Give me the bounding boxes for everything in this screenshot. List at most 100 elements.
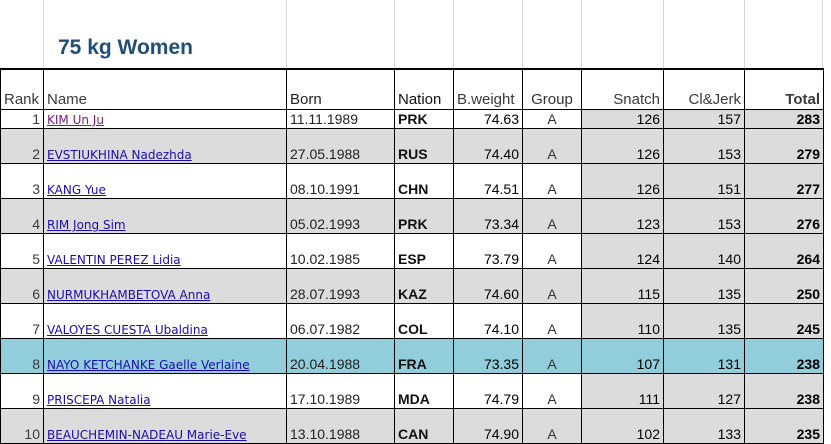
column-header-bweight[interactable]: B.weight	[453, 68, 523, 110]
cell-total[interactable]: 235	[744, 408, 824, 444]
column-header-group[interactable]: Group	[522, 68, 582, 110]
athlete-link[interactable]: BEAUCHEMIN-NADEAU Marie-Eve	[47, 428, 247, 442]
athlete-link[interactable]: RIM Jong Sim	[47, 218, 126, 232]
cell-name[interactable]: NAYO KETCHANKE Gaelle Verlaine	[43, 338, 287, 374]
cell-bweight[interactable]: 74.79	[453, 373, 523, 409]
cell-snatch[interactable]: 126	[581, 109, 664, 129]
column-header-rank[interactable]: Rank	[0, 68, 44, 110]
column-header-nation[interactable]: Nation	[394, 68, 454, 110]
cell-group[interactable]: A	[522, 109, 582, 129]
cell-rank[interactable]: 10	[0, 408, 44, 444]
cell-total[interactable]: 276	[744, 198, 824, 234]
cell-nation[interactable]: CAN	[394, 408, 454, 444]
cell-bweight[interactable]: 74.40	[453, 128, 523, 164]
cell-cljerk[interactable]: 127	[663, 373, 745, 409]
cell-bweight[interactable]: 74.10	[453, 303, 523, 339]
cell-born[interactable]: 05.02.1993	[286, 198, 395, 234]
column-header-total[interactable]: Total	[744, 68, 824, 110]
cell-group[interactable]: A	[522, 198, 582, 234]
cell-bweight[interactable]: 74.90	[453, 408, 523, 444]
cell-cljerk[interactable]: 135	[663, 303, 745, 339]
cell-total[interactable]: 250	[744, 268, 824, 304]
cell-rank[interactable]: 9	[0, 373, 44, 409]
cell-born[interactable]: 11.11.1989	[286, 109, 395, 129]
cell-bweight[interactable]: 74.51	[453, 163, 523, 199]
cell-nation[interactable]: COL	[394, 303, 454, 339]
cell-bweight[interactable]: 73.34	[453, 198, 523, 234]
cell-born[interactable]: 20.04.1988	[286, 338, 395, 374]
cell-bweight[interactable]: 73.79	[453, 233, 523, 269]
cell-rank[interactable]: 3	[0, 163, 44, 199]
cell-cljerk[interactable]: 135	[663, 268, 745, 304]
column-header-snatch[interactable]: Snatch	[581, 68, 664, 110]
cell-rank[interactable]: 1	[0, 109, 44, 129]
cell-snatch[interactable]: 126	[581, 163, 664, 199]
cell-cljerk[interactable]: 133	[663, 408, 745, 444]
cell-rank[interactable]: 2	[0, 128, 44, 164]
cell-born[interactable]: 06.07.1982	[286, 303, 395, 339]
cell-name[interactable]: RIM Jong Sim	[43, 198, 287, 234]
cell-cljerk[interactable]: 157	[663, 109, 745, 129]
cell-nation[interactable]: FRA	[394, 338, 454, 374]
cell-nation[interactable]: ESP	[394, 233, 454, 269]
cell-nation[interactable]: MDA	[394, 373, 454, 409]
cell-total[interactable]: 283	[744, 109, 824, 129]
cell-born[interactable]: 13.10.1988	[286, 408, 395, 444]
athlete-link[interactable]: EVSTIUKHINA Nadezhda	[47, 148, 192, 162]
cell-cljerk[interactable]: 131	[663, 338, 745, 374]
cell-bweight[interactable]: 74.60	[453, 268, 523, 304]
cell-total[interactable]: 245	[744, 303, 824, 339]
cell-born[interactable]: 28.07.1993	[286, 268, 395, 304]
cell-group[interactable]: A	[522, 268, 582, 304]
cell-group[interactable]: A	[522, 373, 582, 409]
cell-group[interactable]: A	[522, 408, 582, 444]
column-header-cljerk[interactable]: Cl&Jerk	[663, 68, 745, 110]
cell-bweight[interactable]: 74.63	[453, 109, 523, 129]
athlete-link[interactable]: NAYO KETCHANKE Gaelle Verlaine	[47, 358, 250, 372]
cell-snatch[interactable]: 111	[581, 373, 664, 409]
athlete-link[interactable]: PRISCEPA Natalia	[47, 393, 151, 407]
cell-name[interactable]: EVSTIUKHINA Nadezhda	[43, 128, 287, 164]
cell-group[interactable]: A	[522, 338, 582, 374]
cell-rank[interactable]: 7	[0, 303, 44, 339]
cell-group[interactable]: A	[522, 163, 582, 199]
cell-snatch[interactable]: 107	[581, 338, 664, 374]
athlete-link[interactable]: NURMUKHAMBETOVA Anna	[47, 288, 211, 302]
cell-name[interactable]: VALENTIN PEREZ Lidia	[43, 233, 287, 269]
cell-born[interactable]: 27.05.1988	[286, 128, 395, 164]
cell-born[interactable]: 17.10.1989	[286, 373, 395, 409]
athlete-link[interactable]: VALENTIN PEREZ Lidia	[47, 253, 181, 267]
cell-nation[interactable]: KAZ	[394, 268, 454, 304]
cell-nation[interactable]: RUS	[394, 128, 454, 164]
cell-snatch[interactable]: 110	[581, 303, 664, 339]
cell-snatch[interactable]: 102	[581, 408, 664, 444]
cell-rank[interactable]: 4	[0, 198, 44, 234]
cell-nation[interactable]: PRK	[394, 109, 454, 129]
cell-cljerk[interactable]: 153	[663, 198, 745, 234]
cell-name[interactable]: BEAUCHEMIN-NADEAU Marie-Eve	[43, 408, 287, 444]
column-header-born[interactable]: Born	[286, 68, 395, 110]
cell-total[interactable]: 238	[744, 373, 824, 409]
athlete-link[interactable]: VALOYES CUESTA Ubaldina	[47, 323, 208, 337]
cell-rank[interactable]: 8	[0, 338, 44, 374]
cell-group[interactable]: A	[522, 128, 582, 164]
cell-total[interactable]: 279	[744, 128, 824, 164]
cell-name[interactable]: KANG Yue	[43, 163, 287, 199]
athlete-link[interactable]: KIM Un Ju	[47, 113, 104, 127]
cell-snatch[interactable]: 124	[581, 233, 664, 269]
cell-snatch[interactable]: 126	[581, 128, 664, 164]
cell-nation[interactable]: CHN	[394, 163, 454, 199]
cell-bweight[interactable]: 73.35	[453, 338, 523, 374]
cell-name[interactable]: NURMUKHAMBETOVA Anna	[43, 268, 287, 304]
cell-total[interactable]: 238	[744, 338, 824, 374]
cell-cljerk[interactable]: 153	[663, 128, 745, 164]
cell-nation[interactable]: PRK	[394, 198, 454, 234]
cell-total[interactable]: 264	[744, 233, 824, 269]
cell-name[interactable]: VALOYES CUESTA Ubaldina	[43, 303, 287, 339]
cell-name[interactable]: KIM Un Ju	[43, 109, 287, 129]
cell-name[interactable]: PRISCEPA Natalia	[43, 373, 287, 409]
cell-snatch[interactable]: 115	[581, 268, 664, 304]
column-header-name[interactable]: Name	[43, 68, 287, 110]
cell-total[interactable]: 277	[744, 163, 824, 199]
cell-rank[interactable]: 6	[0, 268, 44, 304]
